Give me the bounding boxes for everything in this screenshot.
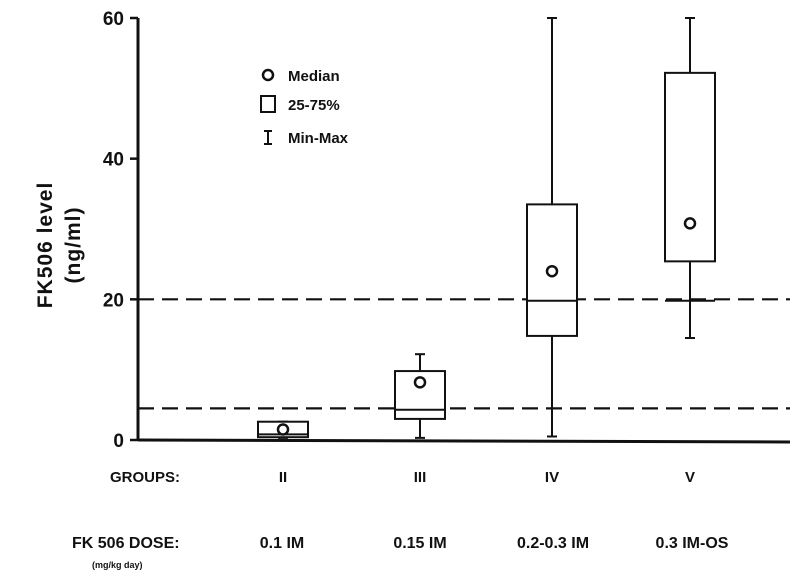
legend-range-marker (264, 130, 272, 145)
dose-unit-label: (mg/kg day) (92, 560, 143, 570)
legend-range-label: Min-Max (288, 130, 349, 147)
dose-label: 0.3 IM-OS (656, 535, 729, 552)
y-axis-label-line1: FK506 level (34, 182, 57, 309)
dose-row-label: FK 506 DOSE: (72, 535, 180, 552)
median-marker (413, 376, 427, 389)
dose-labels: 0.1 IM 0.15 IM 0.2-0.3 IM 0.3 IM-OS (260, 535, 729, 552)
x-axis-line (137, 438, 791, 444)
box-group-IV (526, 17, 578, 438)
legend-median-marker (261, 68, 275, 82)
legend-box-marker (260, 95, 276, 113)
dose-label: 0.1 IM (260, 535, 304, 552)
category-label: V (685, 469, 695, 486)
box (394, 370, 446, 420)
legend-box-label: 25-75% (288, 97, 340, 114)
box-series (257, 17, 716, 439)
reference-lines (138, 298, 790, 410)
dose-label: 0.15 IM (393, 535, 446, 552)
box-group-V (664, 17, 716, 340)
dose-label: 0.2-0.3 IM (517, 535, 589, 552)
median-marker (683, 217, 697, 230)
axes (136, 18, 791, 444)
category-labels: II III IV V (279, 469, 695, 486)
legend: Median 25-75% Min-Max (260, 68, 349, 147)
y-tick-label: 40 (103, 150, 124, 171)
y-tick-label: 60 (103, 9, 124, 30)
box-group-III (394, 353, 446, 439)
legend-median-label: Median (288, 68, 340, 85)
median-marker (276, 423, 290, 436)
category-label: IV (545, 469, 559, 486)
groups-row-label: GROUPS: (110, 469, 180, 486)
y-axis-ticks: 0 20 40 60 (103, 9, 138, 452)
category-label: III (414, 469, 427, 486)
category-label: II (279, 469, 287, 486)
box-group-II (257, 420, 309, 439)
y-tick-label: 20 (103, 290, 124, 311)
y-tick-label: 0 (113, 431, 124, 452)
median-marker (545, 264, 559, 278)
y-axis-label-line2: (ng/ml) (62, 207, 85, 284)
box (664, 71, 716, 263)
